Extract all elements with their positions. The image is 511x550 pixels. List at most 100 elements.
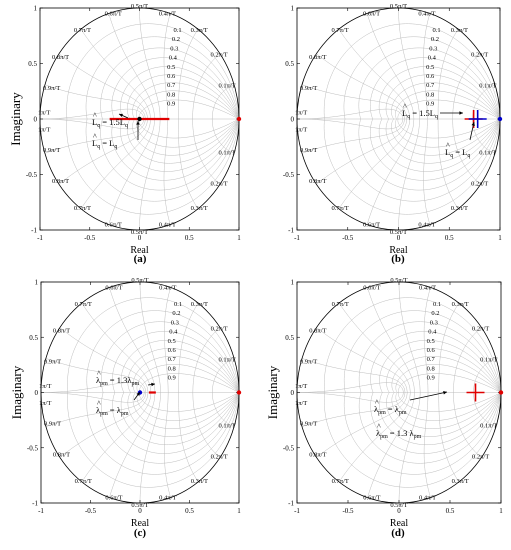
freq-label-upper: 0.1π/T bbox=[218, 83, 235, 90]
wn-curve bbox=[59, 327, 149, 393]
zeta-curve bbox=[120, 66, 239, 120]
freq-label-lower: 0.6π/T bbox=[105, 494, 122, 501]
annotation-1: ^Lq = 1.5Lq bbox=[402, 102, 463, 120]
x-tick-label: 0 bbox=[397, 507, 401, 515]
freq-label-upper: 0.7π/T bbox=[332, 27, 349, 34]
annotation-hat: ^ bbox=[377, 422, 381, 431]
annotation-rhs: = L bbox=[455, 147, 467, 157]
zeta-label: 0.6 bbox=[168, 347, 177, 354]
zeta-curve bbox=[323, 118, 500, 215]
freq-label-lower: 0.1π/T bbox=[480, 423, 497, 430]
zeta-label: 0.6 bbox=[426, 73, 435, 80]
freq-label-lower: 0.3π/T bbox=[451, 205, 468, 212]
wn-curve bbox=[58, 118, 148, 185]
pole-dot bbox=[497, 116, 503, 122]
annotation-text: λpm = 1.3 λpm bbox=[376, 428, 422, 440]
wn-curve bbox=[178, 302, 199, 393]
zeta-label: 0.5 bbox=[426, 64, 434, 71]
zeta-label: 0.2 bbox=[431, 36, 439, 43]
freq-label-upper: 0.1π/T bbox=[480, 356, 497, 363]
panel-3: -1 -0.5 0 0.5 1 -1 -0.5 0 0.5 1 Real Imaginary (c) 0.… bbox=[9, 277, 241, 539]
freq-label-lower: 0.6π/T bbox=[105, 221, 122, 228]
freq-label-lower: 0.7π/T bbox=[74, 205, 91, 212]
annotation-hat: ^ bbox=[375, 398, 379, 407]
freq-label-upper: 1π/T bbox=[38, 109, 50, 116]
zeta-curve bbox=[112, 331, 239, 393]
freq-label-lower: 0.1π/T bbox=[218, 149, 235, 156]
zeta-curve bbox=[343, 392, 501, 475]
zeta-curve bbox=[101, 392, 239, 464]
wn-curve bbox=[452, 118, 481, 185]
annotation-sub: pm bbox=[380, 434, 388, 440]
freq-label-upper: 0.2π/T bbox=[211, 52, 228, 59]
wn-curve bbox=[437, 118, 459, 209]
annotation-rhs: = 1.5L bbox=[102, 117, 125, 127]
annotation-base: λ bbox=[376, 428, 381, 438]
freq-label-lower: 0.2π/T bbox=[472, 454, 489, 461]
x-axis-label: Real bbox=[389, 245, 408, 256]
zeta-curve bbox=[139, 373, 239, 393]
freq-label-upper: 0.4π/T bbox=[418, 11, 435, 18]
wn-curve bbox=[212, 392, 235, 427]
annotation-rhs: = 1.3 λ bbox=[390, 428, 415, 438]
pole-dot bbox=[236, 116, 242, 122]
zeta-curve bbox=[397, 118, 500, 139]
zeta-curve bbox=[66, 23, 239, 120]
zeta-curve bbox=[85, 36, 239, 120]
zeta-curve bbox=[86, 392, 239, 475]
y-tick-label: -0.5 bbox=[26, 171, 38, 179]
annotation-sub: q bbox=[97, 144, 100, 150]
annotation-base: L bbox=[445, 147, 450, 157]
x-tick-label: -1 bbox=[37, 234, 43, 242]
annotation-rhs-sub: pm bbox=[399, 410, 407, 416]
y-tick-label: 0 bbox=[291, 116, 295, 124]
annotation-rhs-sub: q bbox=[125, 123, 128, 129]
freq-label-upper: 0.8π/T bbox=[53, 328, 70, 335]
zeta-label: 0.9 bbox=[426, 101, 434, 108]
annotation-rhs-sub: q bbox=[435, 114, 438, 120]
wn-curve bbox=[423, 392, 431, 498]
wn-curve bbox=[301, 118, 405, 154]
annotation-arrowhead bbox=[471, 122, 475, 126]
wn-curve bbox=[297, 108, 404, 120]
zeta-curve bbox=[343, 118, 500, 202]
zeta-curve bbox=[139, 392, 239, 412]
panel-1: -1 -0.5 0 0.5 1 -1 -0.5 0 0.5 1 Real Imaginary (a) 0.… bbox=[8, 3, 241, 265]
freq-label-upper: 0.5π/T bbox=[390, 277, 407, 284]
freq-label-lower: 0.1π/T bbox=[219, 423, 236, 430]
zeta-label: 0.6 bbox=[427, 347, 436, 354]
annotation-sub: q bbox=[450, 153, 453, 159]
wn-curve bbox=[366, 118, 415, 225]
y-tick-label: 0 bbox=[34, 116, 38, 124]
annotation-base: L bbox=[92, 138, 97, 148]
freq-label-lower: 0.4π/T bbox=[418, 221, 435, 228]
wn-curve bbox=[178, 118, 199, 209]
wn-curve bbox=[472, 84, 496, 120]
freq-label-lower: 0.9π/T bbox=[300, 147, 317, 154]
annotation-2: ^λpm = λpm bbox=[96, 391, 141, 417]
zeta-label: 0.8 bbox=[427, 365, 435, 372]
zeta-curve bbox=[323, 23, 500, 120]
wn-curve bbox=[192, 118, 221, 185]
freq-label-upper: 0.6π/T bbox=[363, 11, 380, 18]
annotation-2: ^λpm = 1.3 λpm bbox=[376, 422, 422, 440]
freq-label-upper: 0.8π/T bbox=[309, 54, 326, 61]
annotation-hat: ^ bbox=[97, 369, 101, 378]
wn-curve bbox=[58, 53, 148, 120]
wn-curve bbox=[338, 29, 411, 120]
x-axis-label: Real bbox=[131, 518, 150, 529]
zeta-curve bbox=[67, 392, 239, 488]
freq-label-upper: 0.6π/T bbox=[105, 285, 122, 292]
annotation-arrowhead bbox=[151, 382, 155, 387]
annotation-rhs-sub: pm bbox=[131, 381, 139, 387]
annotation-arrowhead bbox=[459, 111, 463, 115]
annotation-2: ^Lq = Lq bbox=[92, 121, 140, 150]
y-axis-label: Imaginary bbox=[265, 365, 280, 419]
zeta-curve bbox=[127, 392, 239, 437]
wn-curve bbox=[192, 327, 221, 393]
zeta-curve bbox=[370, 118, 500, 181]
y-tick-label: 0.5 bbox=[285, 334, 294, 342]
freq-label-upper: 0.8π/T bbox=[309, 328, 326, 335]
wn-curve bbox=[398, 282, 421, 393]
x-tick-label: 1 bbox=[498, 234, 502, 242]
